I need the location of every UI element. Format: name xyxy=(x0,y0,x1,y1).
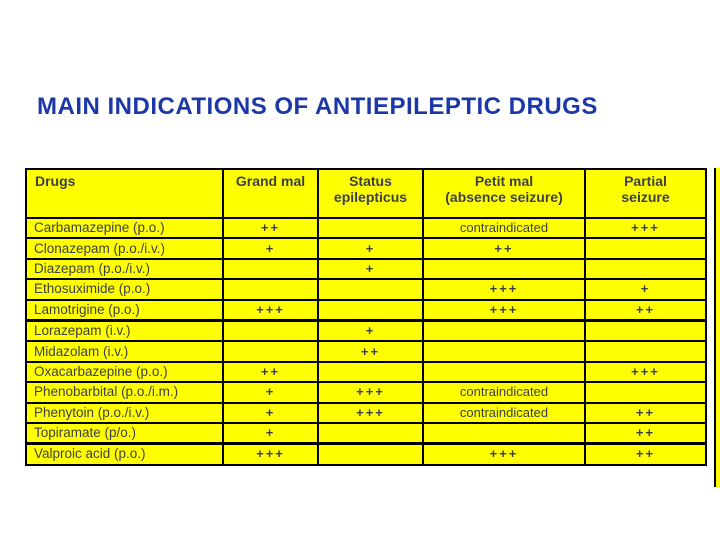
indication-cell: +++ xyxy=(584,216,707,240)
indication-cell: ++ xyxy=(584,298,707,322)
indication-cell xyxy=(422,340,586,363)
indication-cell: ++ xyxy=(222,360,319,384)
table-row: Ethosuximide (p.o.) +++ + xyxy=(25,278,707,301)
table-body: Carbamazepine (p.o.) ++ contraindicated +++… xyxy=(25,216,707,466)
drug-name-cell: Oxacarbazepine (p.o.) xyxy=(25,360,224,384)
indication-cell: ++ xyxy=(222,216,319,240)
drug-name-cell: Lamotrigine (p.o.) xyxy=(25,298,224,322)
indication-cell: + xyxy=(222,401,319,424)
page-title: MAIN INDICATIONS OF ANTIEPILEPTIC DRUGS xyxy=(37,93,598,120)
table-row: Phenytoin (p.o./i.v.) + +++ contraindicated… xyxy=(25,401,707,424)
indication-cell xyxy=(222,319,319,343)
column-header-petit-mal: Petit mal (absence seizure) xyxy=(422,168,586,219)
indication-cell: +++ xyxy=(584,360,707,384)
indication-cell xyxy=(584,381,707,404)
indication-cell: contraindicated xyxy=(422,401,586,424)
indication-cell: + xyxy=(317,319,424,343)
table-header: Drugs Grand mal Status epilepticus Petit… xyxy=(25,168,707,219)
drug-name-cell: Diazepam (p.o./i.v.) xyxy=(25,257,224,281)
column-header-drugs: Drugs xyxy=(25,168,224,219)
table-row: Lamotrigine (p.o.) +++ +++ ++ xyxy=(25,298,707,322)
indication-cell: + xyxy=(317,237,424,260)
indication-cell: + xyxy=(222,237,319,260)
indication-cell xyxy=(317,216,424,240)
indication-cell xyxy=(584,319,707,343)
table-row: Phenobarbital (p.o./i.m.) + +++ contraindic… xyxy=(25,381,707,404)
indication-cell: +++ xyxy=(422,278,586,301)
indication-cell: ++ xyxy=(317,340,424,363)
indication-cell xyxy=(317,278,424,301)
indication-cell xyxy=(584,340,707,363)
indication-cell xyxy=(317,442,424,466)
indication-cell: ++ xyxy=(584,421,707,446)
column-header-partial-seizure: Partial seizure xyxy=(584,168,707,219)
indication-cell: ++ xyxy=(422,237,586,260)
indication-cell xyxy=(317,421,424,446)
drug-name-cell: Topiramate (p/o.) xyxy=(25,421,224,446)
indication-cell xyxy=(317,298,424,322)
indication-cell: contraindicated xyxy=(422,216,586,240)
table-row: Topiramate (p/o.) + ++ xyxy=(25,421,707,446)
drug-name-cell: Ethosuximide (p.o.) xyxy=(25,278,224,301)
indication-cell xyxy=(422,421,586,446)
indication-cell: ++ xyxy=(584,442,707,466)
indication-cell: +++ xyxy=(317,381,424,404)
indication-cell: +++ xyxy=(422,298,586,322)
table-row: Clonazepam (p.o./i.v.) + + ++ xyxy=(25,237,707,260)
indication-cell xyxy=(222,278,319,301)
drug-name-cell: Valproic acid (p.o.) xyxy=(25,442,224,466)
table-edge-sliver xyxy=(714,168,720,487)
drug-name-cell: Carbamazepine (p.o.) xyxy=(25,216,224,240)
indication-cell xyxy=(222,257,319,281)
table-row: Diazepam (p.o./i.v.) + xyxy=(25,257,707,281)
drug-name-cell: Phenobarbital (p.o./i.m.) xyxy=(25,381,224,404)
indication-cell xyxy=(222,340,319,363)
column-header-status-epilepticus: Status epilepticus xyxy=(317,168,424,219)
indication-cell: +++ xyxy=(422,442,586,466)
indication-cell xyxy=(422,257,586,281)
indication-cell: + xyxy=(317,257,424,281)
indication-cell xyxy=(422,360,586,384)
table-row: Lorazepam (i.v.) + xyxy=(25,319,707,343)
indication-cell xyxy=(422,319,586,343)
table-row: Carbamazepine (p.o.) ++ contraindicated +++ xyxy=(25,216,707,240)
indication-cell: + xyxy=(584,278,707,301)
indication-cell: ++ xyxy=(584,401,707,424)
indication-cell: +++ xyxy=(317,401,424,424)
indication-cell: +++ xyxy=(222,442,319,466)
drug-name-cell: Phenytoin (p.o./i.v.) xyxy=(25,401,224,424)
indication-cell xyxy=(317,360,424,384)
table-row: Valproic acid (p.o.) +++ +++ ++ xyxy=(25,442,707,466)
drug-name-cell: Clonazepam (p.o./i.v.) xyxy=(25,237,224,260)
indication-cell: + xyxy=(222,421,319,446)
indication-cell: + xyxy=(222,381,319,404)
indication-cell xyxy=(584,237,707,260)
indication-cell: contraindicated xyxy=(422,381,586,404)
column-header-grand-mal: Grand mal xyxy=(222,168,319,219)
table-row: Oxacarbazepine (p.o.) ++ +++ xyxy=(25,360,707,384)
drug-name-cell: Lorazepam (i.v.) xyxy=(25,319,224,343)
indication-cell xyxy=(584,257,707,281)
drug-name-cell: Midazolam (i.v.) xyxy=(25,340,224,363)
header-row: Drugs Grand mal Status epilepticus Petit… xyxy=(25,168,707,219)
indication-cell: +++ xyxy=(222,298,319,322)
indications-table: Drugs Grand mal Status epilepticus Petit… xyxy=(25,168,707,466)
table-row: Midazolam (i.v.) ++ xyxy=(25,340,707,363)
